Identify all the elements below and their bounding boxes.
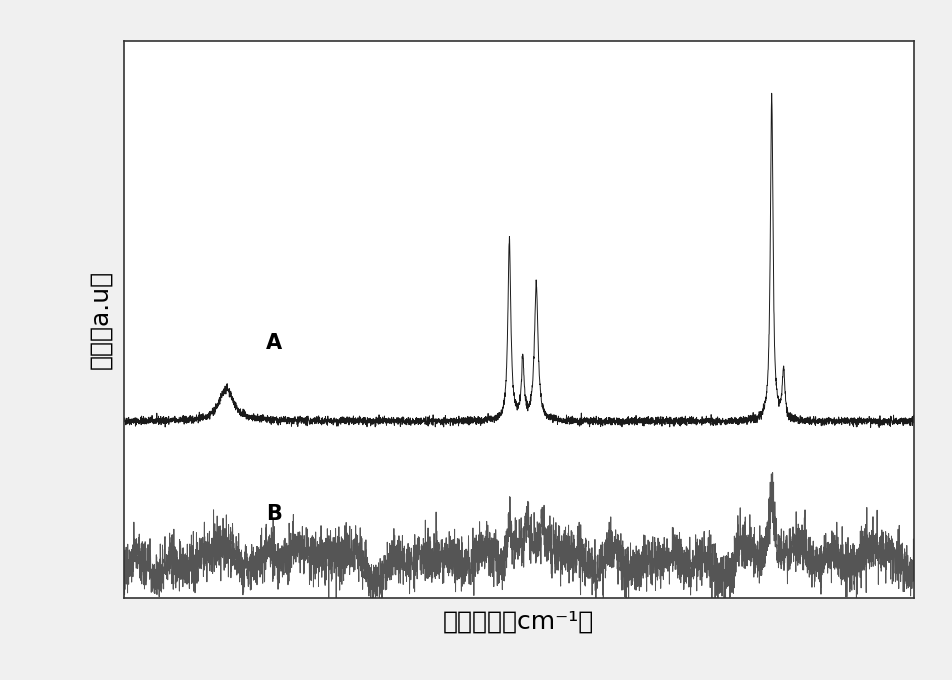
- Text: B: B: [266, 504, 282, 524]
- Text: A: A: [266, 333, 282, 353]
- X-axis label: 拉曼位移（cm⁻¹）: 拉曼位移（cm⁻¹）: [444, 609, 594, 634]
- Y-axis label: 强度（a.u）: 强度（a.u）: [89, 270, 112, 369]
